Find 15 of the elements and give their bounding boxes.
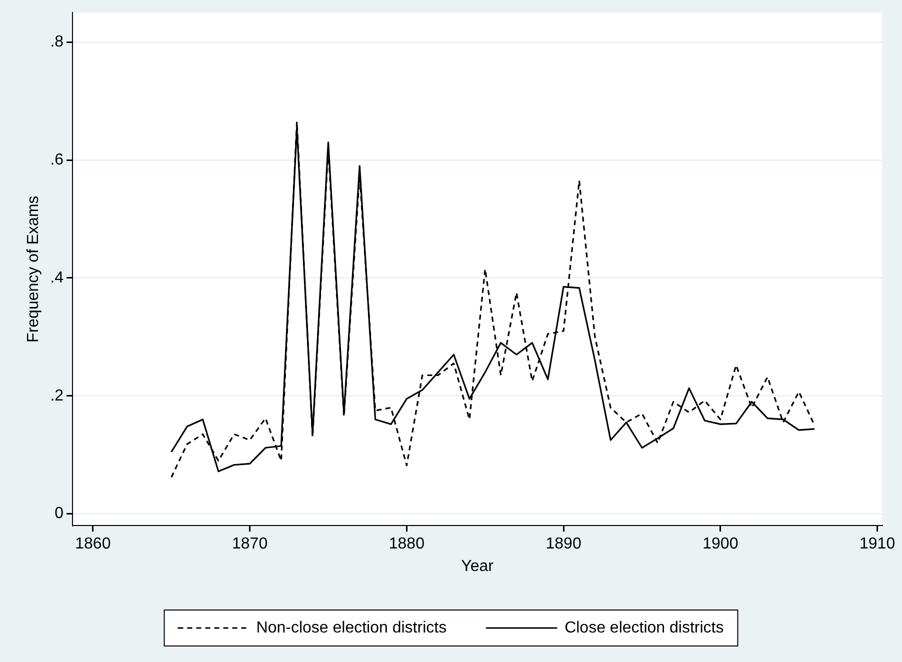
x-tick-label: 1900	[702, 536, 738, 553]
y-tick-label: .4	[50, 269, 64, 286]
x-tick-label: 1860	[75, 536, 111, 553]
y-tick-label: .2	[50, 387, 64, 404]
x-tick-label: 1870	[232, 536, 268, 553]
legend-label: Non-close election districts	[256, 619, 447, 636]
x-tick-label: 1890	[546, 536, 582, 553]
y-tick-label: .8	[50, 33, 64, 50]
x-axis-title: Year	[461, 558, 494, 575]
legend-label: Close election districts	[564, 619, 724, 636]
y-tick-label: .6	[50, 151, 64, 168]
x-tick-label: 1910	[859, 536, 896, 553]
y-tick-label: 0	[54, 505, 64, 522]
x-tick-label: 1880	[388, 536, 425, 553]
y-axis-title: Frequency of Exams	[25, 196, 42, 342]
